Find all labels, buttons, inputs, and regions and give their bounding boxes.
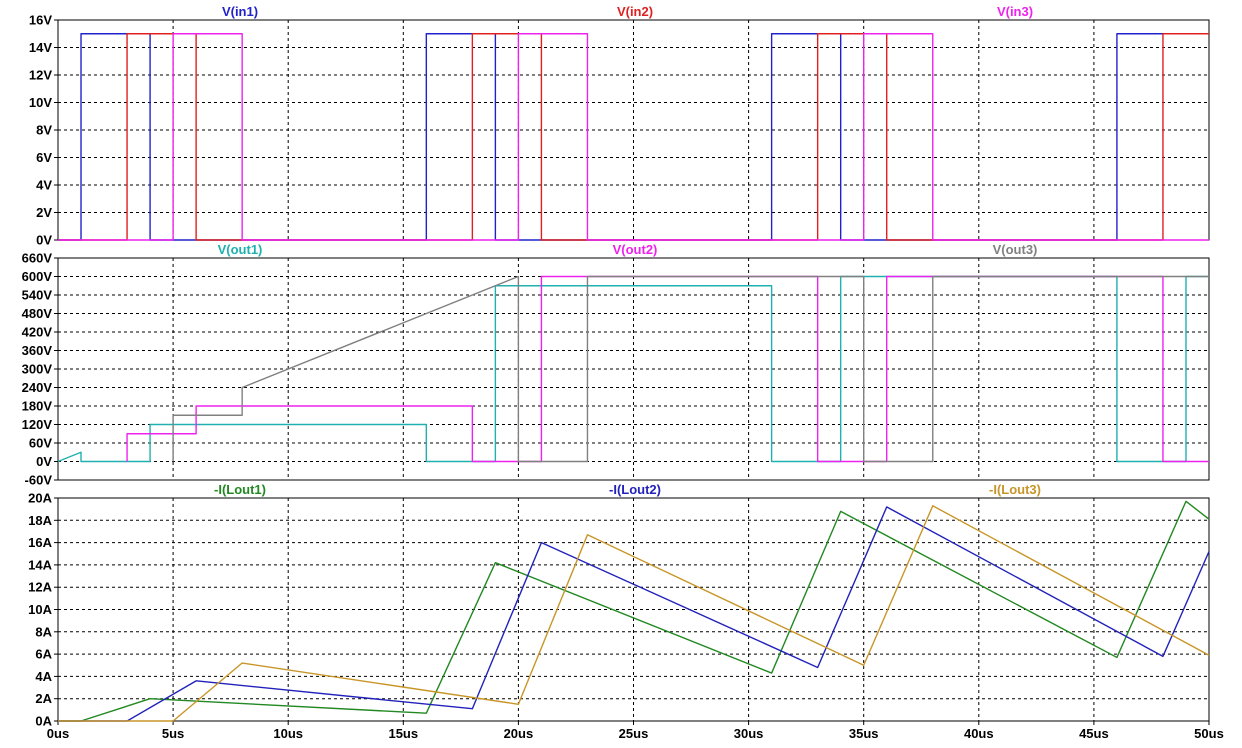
y-tick-label: 180V <box>22 399 53 414</box>
trace-v-out1 <box>57 275 1209 463</box>
y-tick-label: 4V <box>36 178 52 193</box>
y-tick-label: 10A <box>28 602 52 617</box>
y-tick-label: 6V <box>36 150 52 165</box>
y-tick-label: 600V <box>22 269 53 284</box>
y-tick-label: 480V <box>22 306 53 321</box>
y-tick-label: 10V <box>29 95 52 110</box>
x-tick-label: 20us <box>504 726 534 741</box>
legend-label: V(out2) <box>613 242 658 257</box>
y-tick-label: -60V <box>25 473 53 488</box>
legend-label: V(out3) <box>993 242 1038 257</box>
y-tick-label: 0A <box>35 714 52 729</box>
legend-label: V(in1) <box>222 4 258 19</box>
x-tick-label: 10us <box>273 726 303 741</box>
x-tick-label: 30us <box>734 726 764 741</box>
trace-v-in3 <box>58 33 1209 241</box>
y-tick-label: 0V <box>36 454 52 469</box>
y-tick-label: 2A <box>35 691 52 706</box>
pane-output-voltages: -60V 0V 60V 120V 180V 240V 300V 360V 420V 480V 540… <box>22 242 1210 488</box>
y-tick-label: 16V <box>29 13 52 28</box>
y-tick-label: 540V <box>22 288 53 303</box>
legend-label: V(out1) <box>218 242 263 257</box>
x-tick-label: 50us <box>1194 726 1224 741</box>
legend-label: V(in3) <box>997 4 1033 19</box>
y-tick-label: 2V <box>36 205 52 220</box>
pane-input-voltages: 0V 2V 4V 6V 8V 10V 12V 14V 16V V(in1) V(in2) V(in3) <box>29 4 1210 248</box>
trace-i-lout1 <box>58 500 1210 722</box>
x-tick-label: 5us <box>162 726 184 741</box>
x-tick-label: 0us <box>47 726 69 741</box>
trace-i-lout2 <box>58 506 1210 722</box>
y-tick-label: 20A <box>28 491 52 506</box>
y-tick-label: 14A <box>28 557 52 572</box>
pane-inductor-currents: 0A 2A 4A 6A 8A 10A 12A 14A 16A 18A 20A 0us 5us 10us 15… <box>28 482 1224 741</box>
x-tick-label: 15us <box>388 726 418 741</box>
y-tick-label: 6A <box>35 647 52 662</box>
y-tick-label: 0V <box>36 233 52 248</box>
trace-i-lout3 <box>58 505 1210 722</box>
x-tick-label: 25us <box>619 726 649 741</box>
legend-label: V(in2) <box>617 4 653 19</box>
y-tick-label: 4A <box>35 669 52 684</box>
y-tick-label: 8A <box>35 624 52 639</box>
x-tick-label: 35us <box>849 726 879 741</box>
y-tick-label: 16A <box>28 535 52 550</box>
x-tick-label: 40us <box>964 726 994 741</box>
y-tick-label: 60V <box>29 436 52 451</box>
legend-label: -I(Lout2) <box>609 482 661 497</box>
y-tick-label: 8V <box>36 123 52 138</box>
legend-label: -I(Lout1) <box>214 482 266 497</box>
y-tick-label: 14V <box>29 40 52 55</box>
trace-v-out3 <box>172 275 1209 463</box>
y-tick-label: 120V <box>22 417 53 432</box>
y-tick-label: 300V <box>22 362 53 377</box>
y-tick-label: 18A <box>28 513 52 528</box>
y-tick-label: 12A <box>28 580 52 595</box>
y-tick-label: 660V <box>22 251 53 266</box>
legend-label: -I(Lout3) <box>989 482 1041 497</box>
y-tick-label: 420V <box>22 325 53 340</box>
x-tick-label: 45us <box>1079 726 1109 741</box>
y-tick-label: 360V <box>22 343 53 358</box>
y-tick-label: 12V <box>29 68 52 83</box>
y-tick-label: 240V <box>22 380 53 395</box>
